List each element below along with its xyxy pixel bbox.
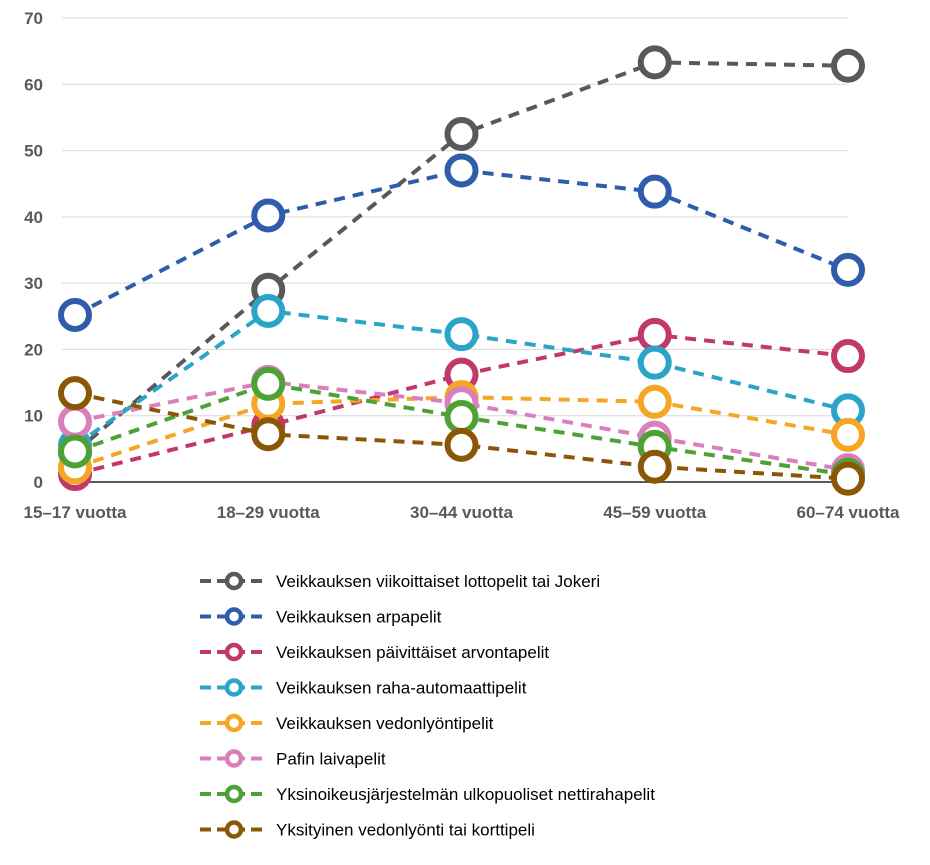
series-line [74,379,849,473]
data-point [251,366,286,401]
y-tick-label: 70 [24,9,43,28]
y-tick-label: 40 [24,208,43,227]
y-axis-ticks: 0 10 20 30 40 50 60 70 [24,9,43,492]
y-tick-label: 30 [24,274,43,293]
data-point [831,48,865,83]
y-tick-label: 10 [24,407,43,426]
data-point [251,417,286,452]
x-axis-ticks: 15–17 vuotta 18–29 vuotta 30–44 vuotta 45–5… [24,503,901,522]
series-line [73,308,849,448]
data-point [637,174,672,209]
data-point [637,45,672,80]
data-point [58,434,92,469]
legend: Veikkauksen viikoittaiset lottopelit tai… [200,571,655,840]
data-point [831,461,865,496]
data-point [444,400,479,435]
legend-marker-swatch [224,571,244,591]
y-tick-label: 20 [24,340,43,359]
data-point [637,449,672,484]
series [58,376,865,496]
data-point [831,252,865,287]
data-point [444,117,479,151]
legend-marker-swatch [224,749,244,768]
y-tick-label: 60 [24,75,43,94]
x-tick-label: 45–59 vuotta [603,503,707,522]
y-tick-label: 0 [34,473,43,492]
data-point [251,293,286,328]
legend-label: Veikkauksen vedonlyöntipelit [276,714,494,733]
legend-label: Veikkauksen päivittäiset arvontapelit [276,643,549,662]
x-tick-label: 30–44 vuotta [410,503,514,522]
legend-marker-swatch [224,820,244,839]
x-tick-label: 15–17 vuotta [24,503,128,522]
series-line [74,395,849,470]
data-point [58,404,92,439]
legend-marker-swatch [224,713,244,733]
series-line [74,168,849,317]
legend-label: Yksityinen vedonlyönti tai korttipeli [276,821,535,840]
legend-label: Pafin laivapelit [276,750,386,769]
y-tick-label: 50 [24,142,43,161]
data-point [831,339,865,374]
data-point [58,376,92,411]
data-point [444,153,479,188]
legend-item: Yksityinen vedonlyönti tai korttipeli [200,820,535,840]
legend-item: Veikkauksen arpapelit [200,607,442,627]
legend-marker-swatch [224,678,244,697]
series [58,153,865,332]
data-point [831,417,865,452]
legend-item: Veikkauksen vedonlyöntipelit [200,713,494,733]
x-tick-label: 60–74 vuotta [797,503,901,522]
legend-item: Veikkauksen päivittäiset arvontapelit [200,642,549,662]
data-point [444,427,479,462]
legend-label: Yksinoikeusjärjestelmän ulkopuoliset net… [276,785,655,804]
data-point [637,384,672,419]
data-point [637,317,672,352]
legend-label: Veikkauksen arpapelit [276,608,442,627]
legend-label: Veikkauksen viikoittaiset lottopelit tai… [276,572,600,591]
legend-label: Veikkauksen raha-automaattipelit [276,679,527,698]
legend-item: Veikkauksen viikoittaiset lottopelit tai… [200,571,600,591]
legend-marker-swatch [224,784,244,804]
legend-marker-swatch [224,607,244,626]
series-line [74,391,849,481]
legend-item: Yksinoikeusjärjestelmän ulkopuoliset net… [200,784,655,804]
legend-marker-swatch [224,642,244,662]
x-tick-label: 18–29 vuotta [217,503,321,522]
legend-item: Veikkauksen raha-automaattipelit [200,678,527,698]
legend-item: Pafin laivapelit [200,749,386,769]
data-point [58,297,92,332]
data-point [444,317,479,352]
gridlines [62,17,848,417]
data-point [251,198,286,233]
data-point [637,345,672,380]
series-group [58,45,865,496]
